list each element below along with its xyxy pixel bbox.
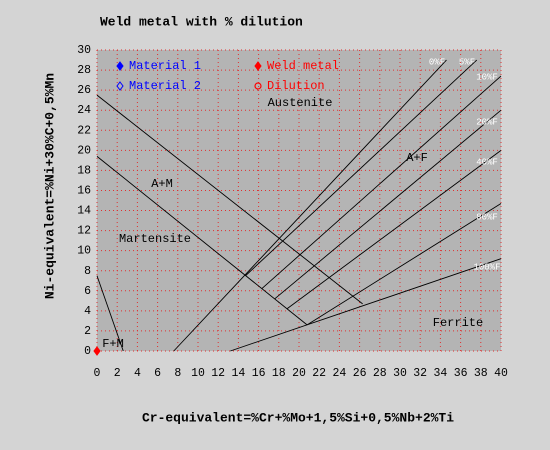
y-tick-label: 18 xyxy=(77,164,91,177)
line-label: 0%F xyxy=(429,57,445,67)
region-label: A+F xyxy=(406,151,428,165)
plot-area xyxy=(97,50,501,351)
legend-marker xyxy=(254,61,262,71)
x-tick-label: 38 xyxy=(474,367,488,380)
boundary-line xyxy=(173,59,447,352)
y-tick-label: 28 xyxy=(77,64,91,77)
x-tick-label: 32 xyxy=(413,367,427,380)
region-label: Austenite xyxy=(268,96,333,110)
y-tick-label: 16 xyxy=(77,184,91,197)
boundary-line xyxy=(286,149,502,310)
region-label: A+M xyxy=(151,177,173,191)
legend-marker xyxy=(254,82,262,90)
y-tick-label: 12 xyxy=(77,225,91,238)
y-tick-label: 8 xyxy=(84,265,91,278)
x-tick-label: 4 xyxy=(134,367,141,380)
y-tick-label: 6 xyxy=(84,285,91,298)
region-label: F+M xyxy=(102,337,124,351)
x-tick-label: 10 xyxy=(191,367,205,380)
legend-label: Material 1 xyxy=(129,59,201,73)
legend-marker xyxy=(116,61,124,71)
line-label: 10%F xyxy=(476,72,498,82)
x-tick-label: 26 xyxy=(353,367,367,380)
x-tick-label: 0 xyxy=(94,367,101,380)
y-tick-label: 10 xyxy=(77,245,91,258)
x-tick-label: 6 xyxy=(154,367,161,380)
boundary-line xyxy=(96,156,308,326)
boundary-line xyxy=(306,203,502,326)
boundary-line xyxy=(261,75,502,290)
y-tick-label: 0 xyxy=(84,345,91,358)
marker xyxy=(93,346,101,356)
x-tick-label: 2 xyxy=(114,367,121,380)
boundary-line xyxy=(96,275,124,352)
line-label: 40%F xyxy=(476,157,498,167)
y-tick-label: 20 xyxy=(77,144,91,157)
y-tick-label: 26 xyxy=(77,84,91,97)
x-tick-label: 8 xyxy=(174,367,181,380)
x-tick-label: 28 xyxy=(373,367,387,380)
x-tick-label: 16 xyxy=(252,367,266,380)
legend-label: Material 2 xyxy=(129,79,201,93)
boundary-line xyxy=(96,94,363,305)
y-tick-label: 30 xyxy=(77,44,91,57)
legend-marker xyxy=(116,81,124,91)
x-tick-label: 34 xyxy=(433,367,447,380)
x-axis-label: Cr-equivalent=%Cr+%Mo+1,5%Si+0,5%Nb+2%Ti xyxy=(142,410,454,425)
y-tick-label: 14 xyxy=(77,205,91,218)
boundary-line xyxy=(245,59,478,277)
y-tick-label: 4 xyxy=(84,305,91,318)
boundary-line xyxy=(230,258,502,352)
x-tick-label: 12 xyxy=(211,367,225,380)
x-tick-label: 30 xyxy=(393,367,407,380)
region-label: Martensite xyxy=(119,232,191,246)
chart-title: Weld metal with % dilution xyxy=(100,14,303,29)
line-label: 20%F xyxy=(476,117,498,127)
y-tick-label: 22 xyxy=(77,124,91,137)
region-label: Ferrite xyxy=(433,316,483,330)
y-tick-label: 24 xyxy=(77,104,91,117)
legend-label: Weld metal xyxy=(267,59,339,73)
x-tick-label: 40 xyxy=(494,367,508,380)
legend-label: Dilution xyxy=(267,79,325,93)
y-axis-label: Ni-equivalent=%Ni+30%C+0,5%Mn xyxy=(42,73,57,299)
x-tick-label: 22 xyxy=(312,367,326,380)
line-label: 5%F xyxy=(459,57,475,67)
y-tick-label: 2 xyxy=(84,325,91,338)
line-label: 80%F xyxy=(476,212,498,222)
x-tick-label: 20 xyxy=(292,367,306,380)
x-tick-label: 14 xyxy=(231,367,245,380)
line-label: 100%F xyxy=(473,262,500,272)
x-tick-label: 18 xyxy=(272,367,286,380)
x-tick-label: 24 xyxy=(332,367,346,380)
boundary-line xyxy=(274,109,502,300)
x-tick-label: 36 xyxy=(454,367,468,380)
